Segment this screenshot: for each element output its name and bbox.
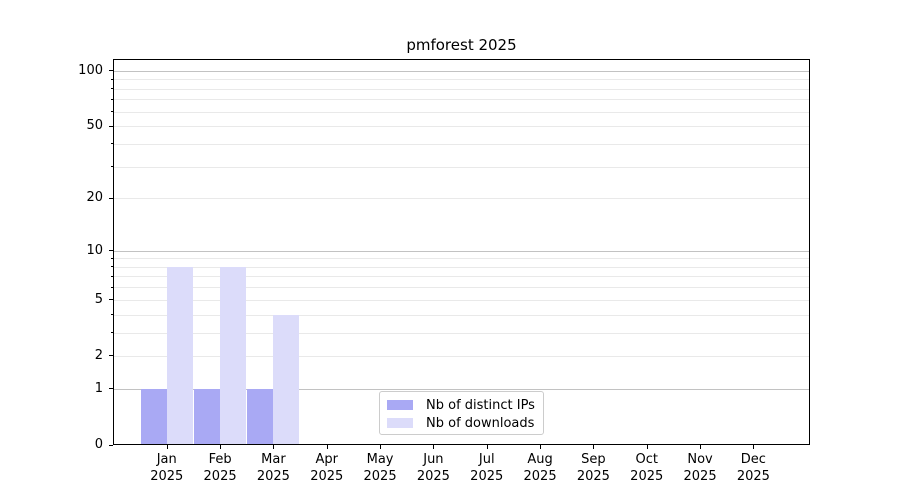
y-minor-tick-mark [111, 98, 113, 100]
legend-label-distinct-ips: Nb of distinct IPs [426, 397, 535, 413]
x-tick-label-jan: Jan 2025 [150, 452, 184, 484]
legend-swatch-distinct-ips [387, 400, 413, 410]
x-tick-label-sep: Sep 2025 [576, 452, 610, 484]
major-gridline [113, 388, 810, 390]
y-minor-tick-mark [111, 275, 113, 277]
x-tick-label-oct: Oct 2025 [630, 452, 664, 484]
y-minor-tick-mark [111, 314, 113, 316]
x-tick-label-jul: Jul 2025 [470, 452, 504, 484]
y-minor-tick-mark [111, 266, 113, 268]
y-tick-mark [109, 355, 113, 357]
chart-title: pmforest 2025 [406, 36, 517, 54]
y-minor-tick-mark [111, 166, 113, 168]
minor-gridline [113, 276, 810, 278]
minor-gridline [113, 266, 810, 268]
nb-of-distinct-ips-bar-feb [194, 388, 221, 445]
x-tick-mark [593, 445, 595, 449]
y-minor-tick-mark [111, 111, 113, 113]
y-tick-label: 50 [86, 118, 103, 134]
x-tick-mark [700, 445, 702, 449]
y-tick-mark [109, 125, 113, 127]
minor-gridline [113, 332, 810, 334]
nb-of-distinct-ips-bar-jan [140, 388, 167, 445]
legend: Nb of distinct IPs Nb of downloads [379, 391, 544, 435]
x-tick-mark [486, 445, 488, 449]
x-tick-label-nov: Nov 2025 [683, 452, 717, 484]
x-tick-mark [220, 445, 222, 449]
minor-gridline [113, 88, 810, 90]
x-tick-mark [166, 445, 168, 449]
x-tick-label-mar: Mar 2025 [256, 452, 290, 484]
y-tick-label: 10 [86, 242, 103, 258]
y-tick-mark [109, 70, 113, 72]
x-tick-mark [380, 445, 382, 449]
y-tick-mark [109, 444, 113, 446]
x-tick-label-feb: Feb 2025 [203, 452, 237, 484]
legend-swatch-downloads [387, 418, 413, 428]
major-gridline [113, 299, 810, 301]
y-tick-mark [109, 388, 113, 390]
x-tick-label-apr: Apr 2025 [310, 452, 344, 484]
x-tick-mark [433, 445, 435, 449]
x-tick-mark [326, 445, 328, 449]
minor-gridline [113, 99, 810, 101]
y-minor-tick-mark [111, 88, 113, 90]
minor-gridline [113, 287, 810, 289]
x-tick-mark [273, 445, 275, 449]
major-gridline [113, 126, 810, 128]
plot-frame [113, 59, 810, 445]
nb-of-downloads-bar-jan [166, 266, 193, 445]
legend-entry-downloads: Nb of downloads [387, 414, 535, 432]
y-tick-mark [109, 299, 113, 301]
minor-gridline [113, 258, 810, 260]
major-gridline [113, 198, 810, 200]
y-minor-tick-mark [111, 286, 113, 288]
x-tick-mark [646, 445, 648, 449]
y-tick-label: 20 [86, 190, 103, 206]
minor-gridline [113, 314, 810, 316]
x-tick-mark [540, 445, 542, 449]
y-tick-mark [109, 197, 113, 199]
x-tick-label-may: May 2025 [363, 452, 397, 484]
y-minor-tick-mark [111, 257, 113, 259]
minor-gridline [113, 79, 810, 81]
nb-of-downloads-bar-mar [273, 314, 300, 445]
y-tick-label: 2 [94, 347, 103, 363]
legend-entry-distinct-ips: Nb of distinct IPs [387, 396, 535, 414]
y-tick-mark [109, 250, 113, 252]
major-gridline [113, 250, 810, 252]
y-tick-label: 100 [78, 62, 103, 78]
x-tick-label-jun: Jun 2025 [416, 452, 450, 484]
legend-label-downloads: Nb of downloads [426, 415, 535, 431]
y-minor-tick-mark [111, 78, 113, 80]
x-tick-label-aug: Aug 2025 [523, 452, 557, 484]
y-tick-label: 1 [94, 380, 103, 396]
minor-gridline [113, 143, 810, 145]
y-minor-tick-mark [111, 332, 113, 334]
y-minor-tick-mark [111, 143, 113, 145]
major-gridline [113, 70, 810, 72]
nb-of-distinct-ips-bar-mar [247, 388, 274, 445]
minor-gridline [113, 111, 810, 113]
y-tick-label: 5 [94, 291, 103, 307]
plot-area: Dec 2025 Nov 2025 Oct 2025 Sep 2025 Aug 2025 Jul 20… [78, 59, 810, 484]
x-tick-mark [753, 445, 755, 449]
major-gridline [113, 355, 810, 357]
y-tick-label: 0 [94, 437, 103, 452]
nb-of-downloads-bar-feb [220, 266, 247, 445]
minor-gridline [113, 166, 810, 168]
x-tick-label-dec: Dec 2025 [736, 452, 770, 484]
